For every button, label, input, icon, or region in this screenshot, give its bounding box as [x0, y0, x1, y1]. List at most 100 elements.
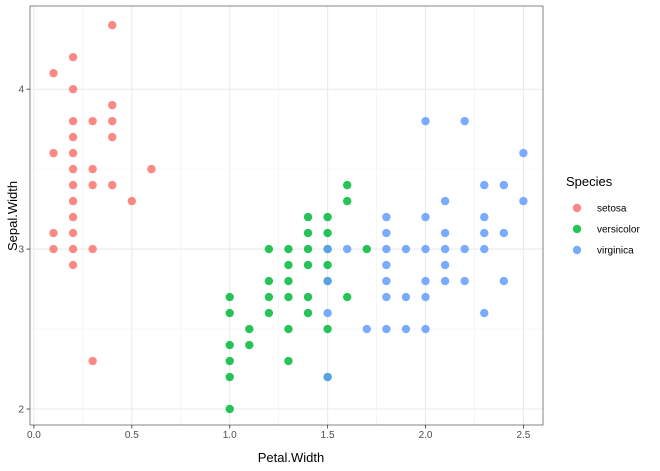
point-versicolor	[303, 292, 313, 302]
point-versicolor	[225, 372, 234, 382]
point-setosa	[88, 244, 97, 254]
point-virginica	[499, 276, 509, 286]
point-virginica	[323, 276, 332, 286]
point-setosa	[88, 164, 97, 174]
point-virginica	[362, 324, 371, 334]
point-virginica	[480, 212, 489, 222]
point-setosa	[108, 132, 117, 142]
point-versicolor	[303, 308, 313, 318]
point-versicolor	[362, 244, 371, 254]
point-virginica	[323, 244, 332, 254]
point-versicolor	[284, 324, 293, 334]
point-virginica	[519, 196, 528, 206]
point-versicolor	[264, 276, 274, 286]
point-virginica	[440, 244, 450, 254]
y-tick-label: 3	[18, 245, 24, 256]
legend-label-versicolor: versicolor	[597, 225, 640, 236]
point-virginica	[460, 116, 469, 126]
point-virginica	[323, 372, 332, 382]
point-setosa	[68, 196, 78, 206]
x-tick-label: 1.5	[321, 430, 335, 441]
point-setosa	[68, 52, 78, 62]
point-virginica	[401, 292, 411, 302]
point-virginica	[382, 228, 391, 238]
point-setosa	[68, 244, 78, 254]
point-setosa	[49, 68, 58, 78]
point-virginica	[401, 244, 411, 254]
point-setosa	[49, 228, 58, 238]
point-setosa	[49, 148, 58, 158]
legend-title: Species	[566, 174, 613, 189]
plot-panel-border	[29, 5, 544, 426]
point-setosa	[88, 180, 97, 190]
point-versicolor	[284, 260, 293, 270]
point-setosa	[68, 84, 78, 94]
point-virginica	[342, 244, 352, 254]
point-virginica	[421, 276, 430, 286]
point-versicolor	[225, 340, 234, 350]
point-setosa	[68, 148, 78, 158]
point-setosa	[68, 116, 78, 126]
x-axis-title: Petal.Width	[258, 450, 324, 465]
point-virginica	[421, 292, 430, 302]
point-virginica	[460, 276, 469, 286]
point-virginica	[382, 212, 391, 222]
point-versicolor	[284, 356, 293, 366]
point-virginica	[440, 228, 450, 238]
point-versicolor	[323, 212, 332, 222]
x-tick-label: 0.5	[125, 430, 139, 441]
x-tick-label: 1.0	[223, 430, 237, 441]
point-virginica	[382, 292, 391, 302]
point-virginica	[382, 244, 391, 254]
y-tick-label: 2	[18, 405, 24, 416]
point-virginica	[401, 324, 411, 334]
legend-key-virginica	[572, 245, 582, 255]
y-axis-ticks: 2 3 4	[18, 85, 30, 416]
point-virginica	[421, 244, 430, 254]
point-versicolor	[303, 244, 313, 254]
point-setosa	[68, 164, 78, 174]
point-setosa	[68, 228, 78, 238]
x-axis-ticks: 0.0 0.5 1.0 1.5 2.0 2.5	[27, 425, 531, 441]
point-versicolor	[245, 340, 254, 350]
point-versicolor	[225, 356, 234, 366]
point-versicolor	[264, 308, 274, 318]
point-versicolor	[342, 196, 352, 206]
point-versicolor	[225, 292, 234, 302]
point-versicolor	[225, 308, 234, 318]
point-virginica	[421, 212, 430, 222]
data-points	[49, 20, 528, 414]
legend-label-setosa: setosa	[597, 204, 627, 215]
point-virginica	[480, 180, 489, 190]
point-versicolor	[323, 228, 332, 238]
point-setosa	[68, 260, 78, 270]
minor-gridlines	[30, 6, 543, 425]
point-setosa	[88, 356, 97, 366]
point-virginica	[421, 324, 430, 334]
point-versicolor	[284, 292, 293, 302]
legend-items: setosa versicolor virginica	[572, 204, 640, 257]
point-setosa	[88, 116, 97, 126]
y-tick-label: 4	[18, 85, 24, 96]
point-versicolor	[323, 324, 332, 334]
y-axis-title: Sepal.Width	[5, 181, 20, 251]
point-virginica	[382, 324, 391, 334]
point-versicolor	[225, 404, 234, 414]
point-versicolor	[303, 260, 313, 270]
point-virginica	[480, 308, 489, 318]
point-virginica	[421, 116, 430, 126]
point-versicolor	[264, 244, 274, 254]
point-virginica	[382, 276, 391, 286]
point-setosa	[68, 132, 78, 142]
point-virginica	[460, 244, 469, 254]
point-setosa	[108, 116, 117, 126]
point-setosa	[49, 244, 58, 254]
point-virginica	[519, 148, 528, 158]
point-setosa	[108, 100, 117, 110]
point-setosa	[108, 20, 117, 30]
point-virginica	[440, 196, 450, 206]
point-setosa	[108, 180, 117, 190]
point-versicolor	[264, 292, 274, 302]
plot-panel	[30, 6, 543, 425]
